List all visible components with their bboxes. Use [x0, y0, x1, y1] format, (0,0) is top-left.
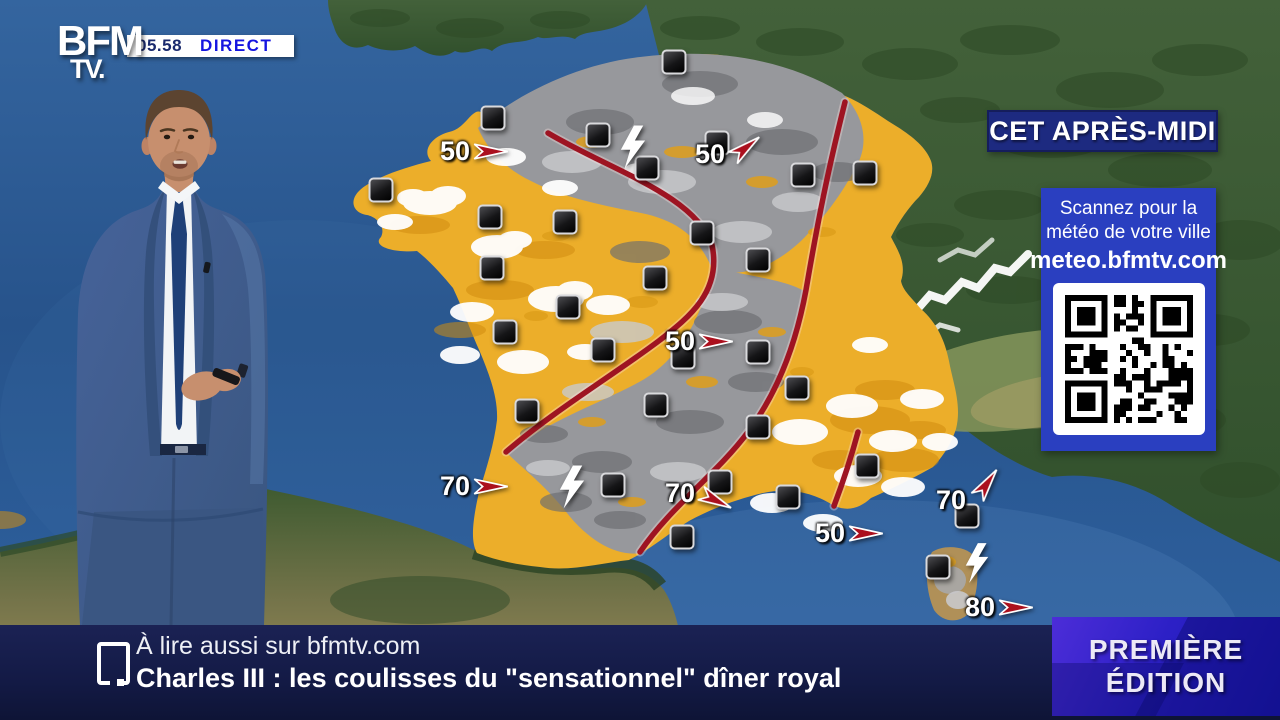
weather-station-icon	[745, 414, 771, 440]
lightning-icon	[619, 125, 647, 169]
wind-arrow-icon	[848, 525, 883, 542]
badge-line2: ÉDITION	[1105, 666, 1227, 698]
wind-speed: 80	[965, 594, 1034, 621]
weather-station-icon	[704, 130, 730, 156]
weather-station-icon	[480, 105, 506, 131]
qr-url: meteo.bfmtv.com	[1030, 246, 1227, 274]
weather-station-icon	[689, 220, 715, 246]
bfmtv-logo: BFM TV.	[57, 17, 144, 85]
program-badge: PREMIÈRE ÉDITION	[1052, 617, 1280, 716]
wind-speed: 70	[665, 480, 734, 509]
overcast-north	[478, 53, 864, 273]
weather-station-icon	[477, 204, 503, 230]
qr-caption-line2: météo de votre ville	[1046, 221, 1211, 243]
time-live-box: 05.58 DIRECT	[127, 35, 294, 57]
wind-arrow-icon	[473, 478, 508, 495]
wind-speed: 70	[440, 473, 509, 500]
wind-arrow-icon	[473, 143, 508, 160]
wind-speed: 50	[440, 138, 509, 165]
weather-station-icon	[585, 122, 611, 148]
logo-line1: BFM	[57, 17, 144, 64]
weather-fronts	[501, 97, 863, 557]
weather-station-icon	[784, 375, 810, 401]
weather-station-icon	[661, 49, 687, 75]
wind-arrow-icon	[698, 333, 733, 350]
weather-station-icon	[643, 392, 669, 418]
weather-station-icon	[492, 319, 518, 345]
weather-station-icon	[790, 162, 816, 188]
weather-station-icon	[590, 337, 616, 363]
wind-arrow-icon	[697, 485, 732, 509]
wind-arrow-icon	[727, 136, 760, 165]
wind-arrow-icon	[998, 599, 1033, 616]
weather-station-icon	[642, 265, 668, 291]
weather-station-icon	[852, 160, 878, 186]
weather-presenter	[76, 90, 268, 625]
wind-speed: 50	[695, 136, 764, 168]
weather-station-icon	[670, 344, 696, 370]
wind-speed: 50	[665, 328, 734, 355]
weather-station-icon	[479, 255, 505, 281]
lightning-icon	[964, 543, 990, 583]
ticker-headline: Charles III : les coulisses du "sensatio…	[136, 663, 842, 693]
tie	[171, 202, 187, 430]
weather-station-icon	[854, 453, 880, 479]
qr-code-box	[1052, 282, 1205, 435]
presenter-clicker	[212, 368, 240, 386]
weather-station-icon	[514, 398, 540, 424]
dark-cloud-texture	[520, 71, 864, 529]
weather-station-icon	[600, 472, 626, 498]
wind-speed: 50	[815, 520, 884, 547]
weather-station-icon	[707, 469, 733, 495]
lapel-mic-icon	[203, 261, 211, 274]
weather-station-icon	[368, 177, 394, 203]
wind-speed: 70	[936, 469, 1005, 514]
qr-code-icon	[1064, 294, 1193, 423]
read-on-app-icon	[97, 642, 130, 686]
live-badge: DIRECT	[200, 36, 273, 55]
weather-station-icon	[745, 247, 771, 273]
forecast-period-banner: CET APRÈS-MIDI	[987, 110, 1218, 152]
qr-panel: Scannez pour la météo de votre ville met…	[1030, 188, 1227, 451]
ticker-kicker: À lire aussi sur bfmtv.com	[136, 632, 421, 660]
wind-arrow-icon	[970, 469, 998, 502]
lightning-icon	[558, 465, 586, 509]
weather-station-icon	[775, 484, 801, 510]
clock-time: 05.58	[137, 36, 183, 55]
weather-station-icon	[925, 554, 951, 580]
weather-station-icon	[745, 339, 771, 365]
logo-line2: TV.	[70, 54, 106, 85]
badge-line1: PREMIÈRE	[1088, 634, 1244, 666]
qr-caption-line1: Scannez pour la	[1059, 198, 1198, 219]
weather-station-icon	[954, 503, 980, 529]
weather-station-icon	[552, 209, 578, 235]
weather-station-icon	[555, 294, 581, 320]
presenter-hair	[145, 90, 213, 140]
weather-station-icon	[634, 155, 660, 181]
weather-station-icon	[669, 524, 695, 550]
